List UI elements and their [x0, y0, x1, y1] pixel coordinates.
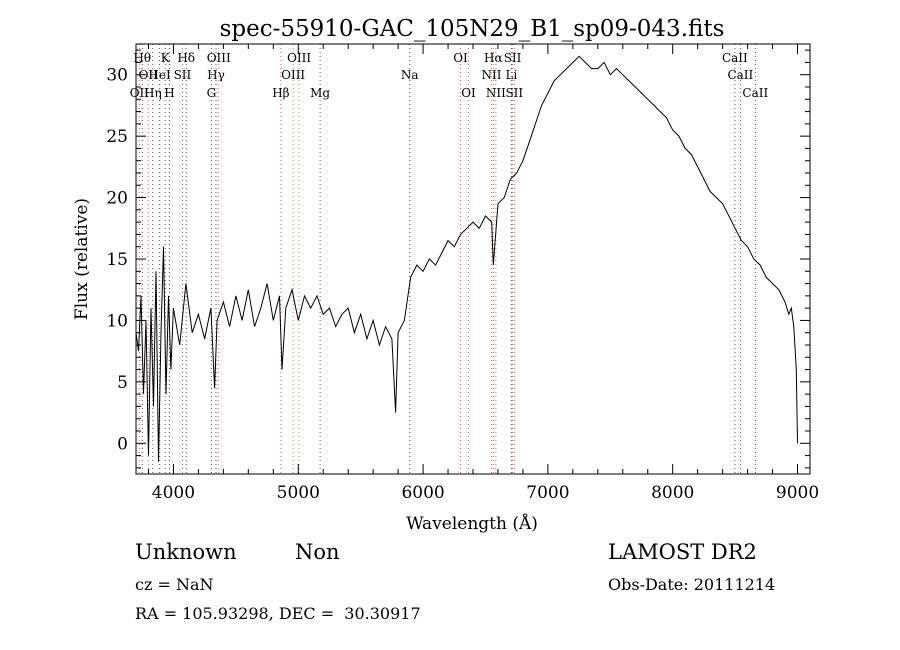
- y-tick-label: 10: [106, 311, 128, 331]
- y-tick-label: 20: [106, 189, 128, 209]
- spectral-line-label: OIII: [207, 51, 231, 65]
- redshift-label: cz = NaN: [135, 575, 214, 594]
- spectrum-series: [135, 55, 798, 462]
- spectral-line-label: Hβ: [272, 86, 289, 100]
- survey-label: LAMOST DR2: [608, 540, 757, 564]
- spectral-line-label: CaII: [727, 68, 753, 82]
- spectral-line-label: OI: [461, 86, 476, 100]
- x-axis-label: Wavelength (Å): [406, 513, 538, 534]
- x-tick-label: 5000: [277, 483, 320, 503]
- coordinates-label: RA = 105.93298, DEC = 30.30917: [135, 604, 421, 623]
- x-tick-label: 8000: [651, 483, 694, 503]
- y-tick-label: 25: [106, 127, 128, 147]
- x-tick-label: 4000: [152, 483, 195, 503]
- spectral-line-markers: [138, 44, 756, 474]
- x-tick-label: 7000: [526, 483, 569, 503]
- chart-title: spec-55910-GAC_105N29_B1_sp09-043.fits: [220, 16, 725, 42]
- spectral-line-label: OIII: [287, 51, 311, 65]
- spectral-line-label: K: [161, 51, 171, 65]
- spectral-line-label: SII: [174, 68, 192, 82]
- spectral-line-label: G: [207, 86, 217, 100]
- spectral-line-label: OI: [453, 51, 468, 65]
- spectral-line-labels: OIIHθOIIHηHeIKHSIIHδGHγOIIIHβOIIIOIIIMgN…: [130, 51, 769, 100]
- spectral-line-label: SII: [505, 86, 523, 100]
- obs-date-label: Obs-Date: 20111214: [608, 575, 776, 594]
- spectral-line-label: CaII: [742, 86, 768, 100]
- spectral-line-label: NII: [481, 68, 501, 82]
- spectral-line-label: Hθ: [133, 51, 151, 65]
- spectral-line-label: NII: [486, 86, 506, 100]
- spectral-line-label: Hγ: [207, 68, 225, 82]
- spectral-line-label: CaII: [722, 51, 748, 65]
- spectral-line-label: Hδ: [177, 51, 195, 65]
- x-tick-label: 6000: [401, 483, 444, 503]
- spectral-line-label: SII: [504, 51, 522, 65]
- spectral-line-label: Li: [506, 68, 518, 82]
- spectral-line-label: OII: [139, 68, 159, 82]
- spectral-line-label: HeI: [148, 68, 171, 82]
- axis-ticks: 4000 5000 6000 7000 8000 9000 0 5 10 15 20 25 30: [106, 44, 819, 503]
- spectral-line-label: OIII: [281, 68, 305, 82]
- spectral-line-label: Na: [401, 68, 419, 82]
- plot-frame: [135, 43, 811, 475]
- spectral-line-label: Mg: [310, 86, 330, 100]
- subclass-label: Non: [295, 540, 340, 564]
- x-tick-label: 9000: [776, 483, 819, 503]
- y-tick-label: 30: [106, 66, 128, 86]
- spectral-line-label: Hα: [484, 51, 503, 65]
- spectral-line-label: H: [164, 86, 174, 100]
- y-axis-label: Flux (relative): [72, 198, 92, 320]
- y-tick-label: 0: [117, 434, 128, 454]
- class-label: Unknown: [135, 540, 237, 564]
- spectral-line-label: OII: [130, 86, 150, 100]
- y-tick-label: 15: [106, 250, 128, 270]
- spectral-line-label: Hη: [144, 86, 162, 100]
- y-tick-label: 5: [117, 373, 128, 393]
